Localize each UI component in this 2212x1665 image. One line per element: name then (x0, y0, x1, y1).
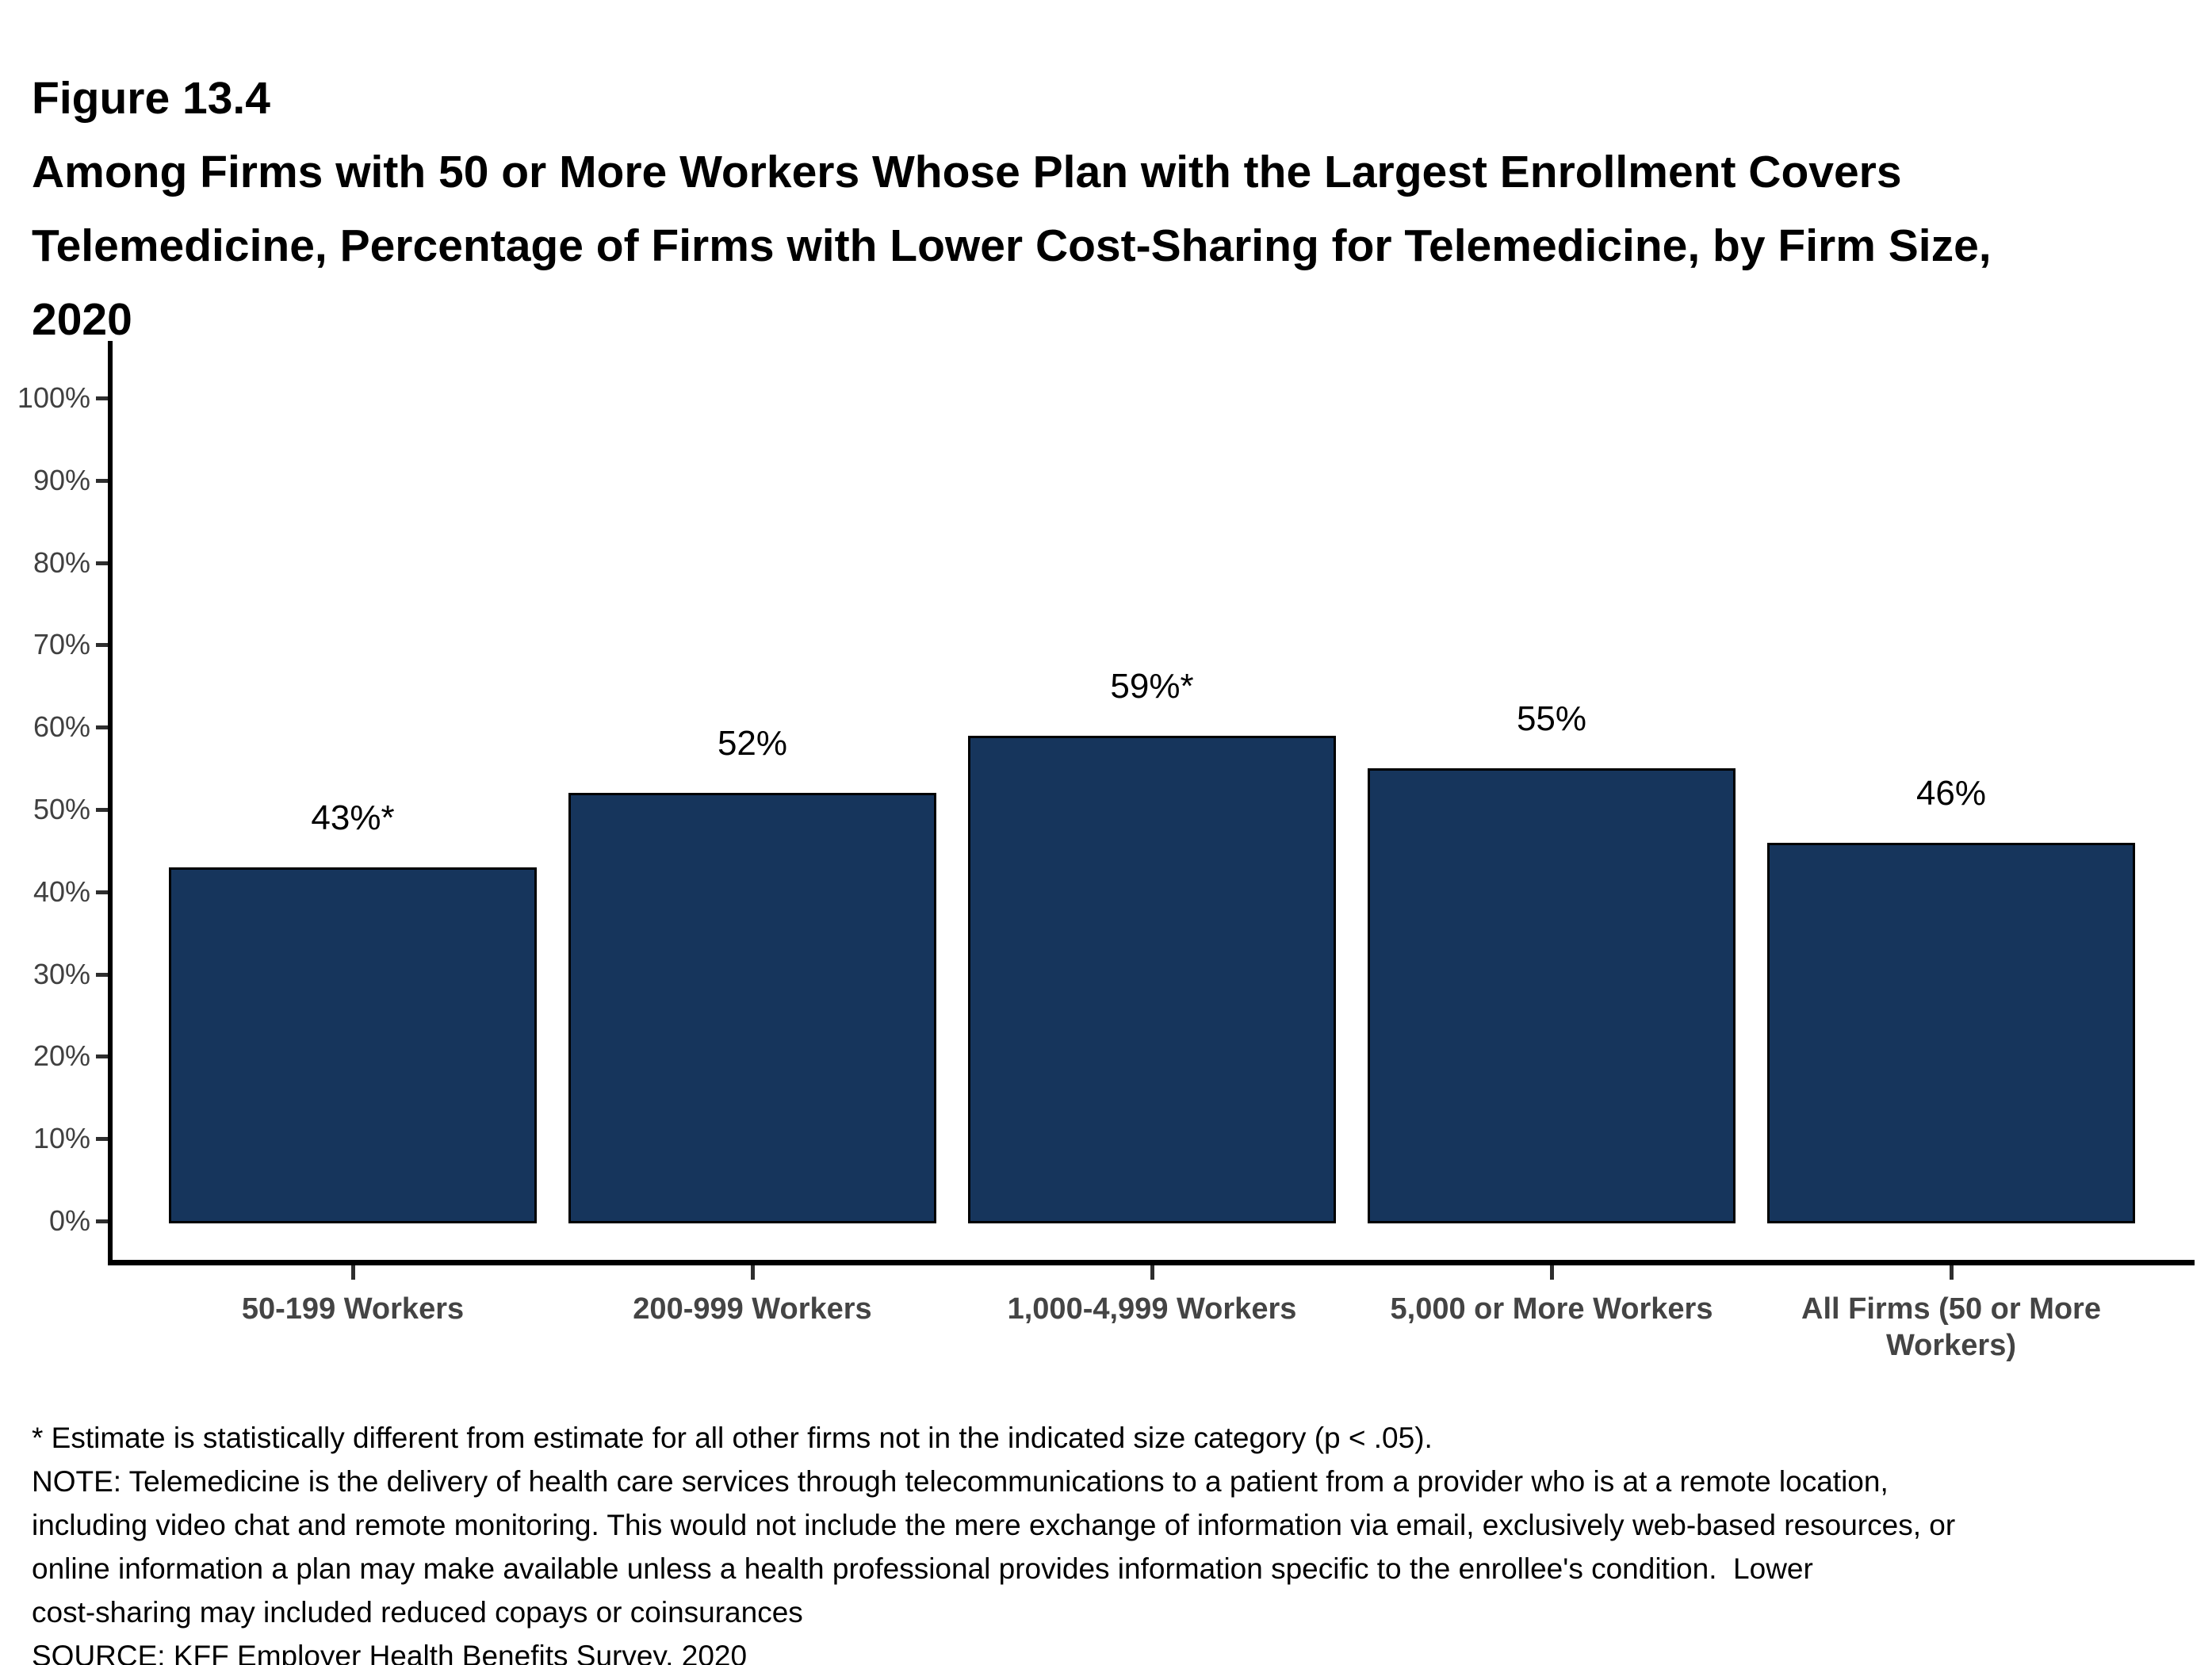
x-axis-line (108, 1260, 2195, 1265)
bar (568, 793, 936, 1223)
y-axis-tick-label: 60% (33, 710, 90, 744)
y-axis-tick (96, 808, 108, 812)
y-axis-tick (96, 1219, 108, 1223)
x-axis-category-label: 50-199 Workers (241, 1292, 465, 1326)
bar-value-label: 46% (1915, 773, 1987, 813)
y-axis-tick-label: 100% (17, 381, 90, 414)
y-axis-tick-label: 70% (33, 628, 90, 661)
y-axis-tick-label: 30% (33, 957, 90, 990)
y-axis-tick-label: 10% (33, 1122, 90, 1155)
y-axis-line (108, 341, 113, 1265)
footnote-note-line-1: NOTE: Telemedicine is the delivery of he… (32, 1465, 1889, 1498)
footnote-significance: * Estimate is statistically different fr… (32, 1422, 1433, 1454)
y-axis-tick (96, 890, 108, 894)
bar (1368, 768, 1736, 1223)
y-axis-tick (96, 1054, 108, 1059)
footnote-note-line-4: cost-sharing may included reduced copays… (32, 1596, 803, 1629)
y-axis-tick (96, 643, 108, 648)
y-axis-tick (96, 972, 108, 977)
x-axis-tick (751, 1265, 755, 1280)
y-axis-tick-label: 50% (33, 793, 90, 825)
figure-title-line-1: Among Firms with 50 or More Workers Whos… (32, 147, 1902, 197)
y-axis-tick-label: 90% (33, 463, 90, 496)
y-axis-tick (96, 1137, 108, 1142)
y-axis-tick-label: 20% (33, 1039, 90, 1073)
x-axis-category-label: 5,000 or More Workers (1390, 1292, 1713, 1326)
figure-number: Figure 13.4 (32, 73, 270, 124)
figure-title-line-3: 2020 (32, 294, 132, 345)
y-axis-tick (96, 396, 108, 400)
footnote-note-line-2: including video chat and remote monitori… (32, 1509, 1956, 1541)
x-axis-category-label: 1,000-4,999 Workers (1007, 1292, 1297, 1326)
y-axis-tick-label: 40% (33, 875, 90, 908)
bar (169, 867, 537, 1223)
bar-value-label: 43%* (311, 798, 395, 837)
footnote-note-line-3: online information a plan may make avail… (32, 1552, 1813, 1585)
y-axis-tick (96, 478, 108, 483)
bar-value-label: 52% (717, 724, 788, 764)
bar (1767, 842, 2135, 1223)
x-axis-tick (351, 1265, 355, 1280)
x-axis-tick (1150, 1265, 1154, 1280)
footnotes: * Estimate is statistically different fr… (32, 1416, 2188, 1665)
x-axis-category-label: 200-999 Workers (633, 1292, 872, 1326)
bar (968, 735, 1336, 1223)
x-axis-category-label: All Firms (50 or More Workers) (1801, 1292, 2101, 1362)
y-axis-tick-label: 80% (33, 545, 90, 579)
bar-value-label: 55% (1516, 699, 1587, 739)
y-axis-tick (96, 561, 108, 565)
y-axis-tick-label: 0% (48, 1204, 90, 1237)
bar-value-label: 59%* (1110, 666, 1194, 706)
y-axis-tick (96, 725, 108, 730)
x-axis-tick (1950, 1265, 1954, 1280)
x-axis-tick (1550, 1265, 1554, 1280)
footnote-source: SOURCE: KFF Employer Health Benefits Sur… (32, 1640, 748, 1665)
figure-header: Figure 13.4 Among Firms with 50 or More … (32, 62, 2172, 357)
figure-title-line-2: Telemedicine, Percentage of Firms with L… (32, 220, 1992, 271)
